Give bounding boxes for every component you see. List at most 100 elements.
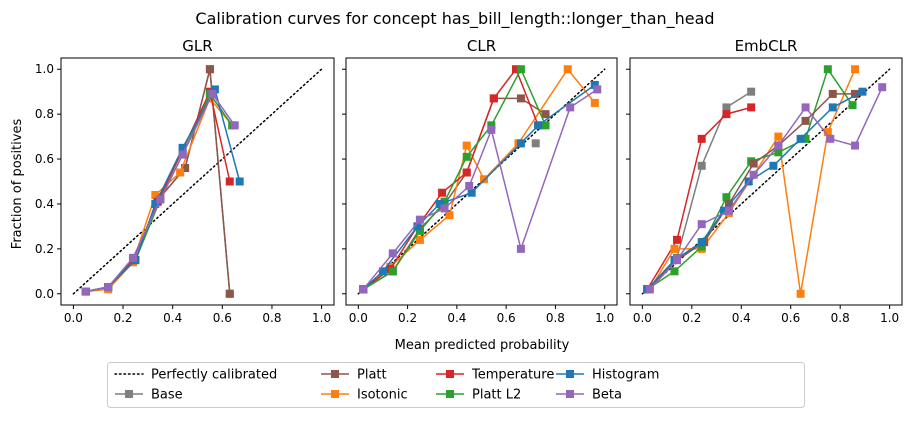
data-point: [462, 152, 471, 161]
x-tick-label: 0.4: [163, 311, 182, 325]
data-point: [210, 85, 219, 94]
legend: Perfectly calibrated Base Platt Isotonic Tem…: [107, 362, 805, 408]
legend-entry-platt-l2: Platt L2: [436, 388, 521, 403]
data-point: [722, 193, 731, 202]
data-point: [415, 215, 424, 224]
data-point: [225, 177, 234, 186]
x-tick-label: 0.0: [349, 311, 368, 325]
x-tick-label: 0.4: [732, 311, 751, 325]
legend-entry-temperature: Temperature: [436, 368, 554, 383]
series-isotonic: [359, 65, 599, 294]
data-point: [359, 285, 368, 294]
series-line-histogram: [362, 84, 596, 290]
data-point: [435, 199, 444, 208]
series-line-beta: [649, 86, 883, 290]
data-point: [208, 89, 217, 98]
data-point: [774, 132, 783, 141]
data-point: [828, 89, 837, 98]
series-beta: [645, 83, 887, 294]
legend-marker: [566, 370, 574, 378]
data-point: [672, 256, 681, 265]
data-point: [225, 289, 234, 298]
series-perfectly-calibrated: [72, 68, 323, 295]
data-point: [749, 159, 758, 168]
data-point: [747, 103, 756, 112]
legend-label: Platt: [357, 368, 387, 383]
data-point: [590, 98, 599, 107]
figure-title: Calibration curves for concept has_bill_…: [195, 9, 714, 29]
data-point: [878, 83, 887, 92]
series-line-platt-l2: [362, 67, 547, 290]
x-tick-label: 1.0: [880, 311, 899, 325]
data-point: [541, 121, 550, 130]
data-point: [235, 177, 244, 186]
data-point: [697, 134, 706, 143]
data-point: [487, 125, 496, 134]
data-point: [534, 121, 543, 130]
series-base: [531, 139, 540, 148]
y-tick-label: 0.6: [35, 152, 54, 166]
panel-embclr: EmbCLR 0.0 0.2 0.4 0.6 0.8 1.0: [626, 37, 903, 325]
legend-label: Base: [151, 388, 183, 403]
data-point: [81, 287, 90, 296]
data-point: [388, 249, 397, 258]
data-point: [178, 150, 187, 159]
plot-area: [357, 65, 606, 295]
x-tick-label: 0.8: [831, 311, 850, 325]
data-point: [563, 65, 572, 74]
data-point: [826, 134, 835, 143]
series-temperature: [359, 65, 543, 294]
data-point: [531, 139, 540, 148]
data-point: [672, 235, 681, 244]
data-point: [156, 195, 165, 204]
legend-label: Platt L2: [472, 388, 521, 403]
data-point: [645, 285, 654, 294]
data-point: [467, 188, 476, 197]
legend-entry-isotonic: Isotonic: [321, 388, 408, 403]
data-point: [388, 267, 397, 276]
data-point: [104, 283, 113, 292]
data-point: [230, 121, 239, 130]
series-line-perfectly-calibrated: [72, 68, 323, 295]
data-point: [462, 168, 471, 177]
legend-label: Temperature: [471, 368, 554, 383]
legend-label: Histogram: [592, 368, 659, 383]
data-point: [774, 141, 783, 150]
data-point: [828, 103, 837, 112]
data-point: [487, 121, 496, 130]
panel-title: CLR: [467, 37, 496, 55]
data-point: [801, 103, 810, 112]
data-point: [128, 253, 137, 262]
y-tick-label: 0.8: [35, 107, 54, 121]
data-point: [489, 94, 498, 103]
x-tick-label: 0.6: [213, 311, 232, 325]
data-point: [724, 206, 733, 215]
x-tick-label: 0.8: [262, 311, 281, 325]
legend-marker: [446, 370, 454, 378]
legend-box: [107, 362, 805, 408]
x-tick-label: 0.2: [682, 311, 701, 325]
legend-entry-base: Base: [115, 388, 183, 403]
legend-entry-beta: Beta: [556, 388, 622, 403]
data-point: [178, 143, 187, 152]
legend-label: Perfectly calibrated: [151, 368, 277, 383]
panel-title: EmbCLR: [735, 37, 798, 55]
data-point: [670, 244, 679, 253]
data-point: [438, 188, 447, 197]
data-point: [541, 110, 550, 119]
legend-label: Isotonic: [357, 388, 408, 403]
data-point: [722, 110, 731, 119]
panel-title: GLR: [182, 37, 212, 55]
legend-marker: [125, 390, 133, 398]
data-point: [796, 134, 805, 143]
data-point: [823, 65, 832, 74]
data-point: [590, 80, 599, 89]
x-tick-label: 0.6: [781, 311, 800, 325]
series-base: [643, 87, 756, 294]
data-point: [851, 65, 860, 74]
x-tick-label: 1.0: [595, 311, 614, 325]
data-point: [851, 89, 860, 98]
data-point: [415, 235, 424, 244]
